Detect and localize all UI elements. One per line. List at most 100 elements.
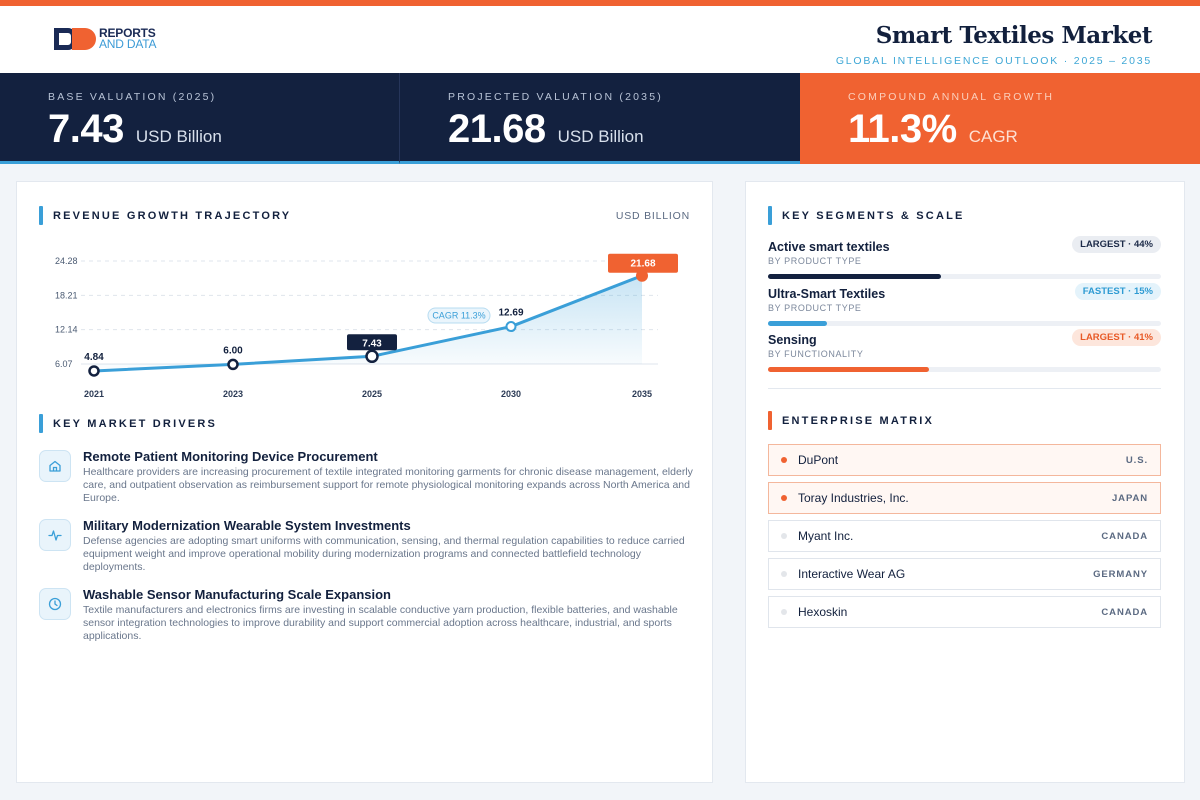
segment-category: BY FUNCTIONALITY (768, 349, 864, 359)
status-dot-icon (781, 571, 787, 577)
x-tick-label: 2023 (223, 389, 243, 399)
enterprise-section-title: ENTERPRISE MATRIX (768, 411, 934, 430)
logo-line-2: AND DATA (99, 37, 157, 51)
x-tick-label: 2035 (632, 389, 652, 399)
segment-item: Sensing BY FUNCTIONALITY LARGEST · 41% (768, 329, 1161, 372)
segment-category: BY PRODUCT TYPE (768, 303, 862, 313)
logo-text: REPORTS AND DATA (99, 26, 157, 51)
kpi-value: 7.43 (48, 107, 124, 151)
kpi-base-valuation: BASE VALUATION (2025) 7.43 USD Billion (0, 73, 400, 164)
data-point (365, 349, 379, 364)
driver-title: Remote Patient Monitoring Device Procure… (83, 449, 378, 464)
data-label: 12.69 (498, 308, 523, 319)
pulse-icon (39, 519, 71, 551)
driver-body: Defense agencies are adopting smart unif… (83, 535, 685, 573)
driver-item: Remote Patient Monitoring Device Procure… (39, 448, 699, 505)
data-point (227, 358, 239, 371)
cagr-pill (427, 307, 491, 324)
segment-bar-track (768, 274, 1161, 279)
enterprise-country: JAPAN (1112, 492, 1148, 504)
kpi-unit: CAGR (968, 127, 1018, 146)
clock-icon (39, 588, 71, 620)
segment-bar-fill (768, 274, 941, 279)
data-label: 7.43 (362, 338, 382, 349)
enterprise-name: Hexoskin (798, 605, 848, 619)
segments-section-title: KEY SEGMENTS & SCALE (768, 206, 965, 225)
drivers-section-title: KEY MARKET DRIVERS (39, 414, 217, 433)
segment-bar-fill (768, 321, 827, 326)
enterprise-row[interactable]: DuPont U.S. (768, 444, 1161, 476)
logo-line-1: REPORTS (99, 26, 156, 40)
y-tick-label: 12.14 (55, 325, 78, 335)
y-tick-label: 6.07 (55, 359, 73, 369)
x-tick-label: 2030 (501, 389, 521, 399)
segment-name: Ultra-Smart Textiles (768, 287, 886, 301)
kpi-value: 11.3% (848, 107, 957, 151)
enterprise-row[interactable]: Interactive Wear AG GERMANY (768, 558, 1161, 590)
x-tick-label: 2025 (362, 389, 382, 399)
enterprise-name: DuPont (798, 453, 839, 467)
driver-title: Military Modernization Wearable System I… (83, 518, 411, 533)
segment-bar-track (768, 367, 1161, 372)
segment-badge: FASTEST · 15% (1074, 283, 1161, 300)
data-label: 21.68 (630, 259, 655, 270)
data-label: 4.84 (84, 352, 104, 363)
segment-category: BY PRODUCT TYPE (768, 256, 862, 266)
y-tick-label: 18.21 (55, 290, 78, 300)
status-dot-icon (781, 495, 787, 501)
enterprise-name: Interactive Wear AG (798, 567, 906, 581)
segment-badge: LARGEST · 44% (1072, 236, 1161, 253)
segment-bar-fill (768, 367, 930, 372)
kpi-value: 21.68 (448, 107, 546, 151)
home-icon (39, 450, 71, 482)
cagr-annotation: CAGR 11.3% (432, 311, 485, 321)
data-label-box (347, 334, 397, 351)
driver-body: Textile manufacturers and electronics fi… (83, 604, 678, 642)
enterprise-name: Myant Inc. (798, 529, 854, 543)
kpi-unit: USD Billion (135, 127, 222, 146)
kpi-cagr: COMPOUND ANNUAL GROWTH 11.3% CAGR (800, 73, 1200, 164)
drivers-list: Remote Patient Monitoring Device Procure… (39, 448, 699, 655)
chart-unit-label: USD BILLION (615, 210, 690, 222)
segment-name: Active smart textiles (768, 240, 890, 254)
driver-item: Washable Sensor Manufacturing Scale Expa… (39, 586, 699, 643)
kpi-projected-valuation: PROJECTED VALUATION (2035) 21.68 USD Bil… (400, 73, 800, 164)
segment-bar-track (768, 321, 1161, 326)
segment-name: Sensing (768, 333, 817, 347)
driver-item: Military Modernization Wearable System I… (39, 517, 699, 574)
data-point (88, 365, 100, 377)
driver-title: Washable Sensor Manufacturing Scale Expa… (83, 587, 391, 602)
brand-logo[interactable]: REPORTS AND DATA (54, 26, 157, 51)
data-point (505, 321, 517, 333)
segment-item: Active smart textiles BY PRODUCT TYPE LA… (768, 236, 1161, 279)
kpi-unit: USD Billion (557, 127, 644, 146)
status-dot-icon (781, 533, 787, 539)
data-label-box (608, 253, 678, 273)
status-dot-icon (781, 609, 787, 615)
logo-mark-icon (54, 28, 96, 50)
page-header: REPORTS AND DATA Smart Textiles Market G… (0, 6, 1200, 73)
data-label: 6.00 (223, 345, 243, 356)
enterprise-row[interactable]: Hexoskin CANADA (768, 596, 1161, 628)
page-title: Smart Textiles Market (875, 22, 1153, 49)
left-panel: REVENUE GROWTH TRAJECTORY USD BILLION 24… (16, 181, 713, 783)
kpi-label: BASE VALUATION (2025) (48, 91, 217, 103)
status-dot-icon (781, 457, 787, 463)
enterprise-row[interactable]: Toray Industries, Inc. JAPAN (768, 482, 1161, 514)
enterprise-name: Toray Industries, Inc. (798, 491, 909, 505)
accent-bar (0, 0, 1200, 6)
driver-body: Healthcare providers are increasing proc… (83, 466, 693, 504)
x-tick-label: 2021 (84, 389, 104, 399)
kpi-label: PROJECTED VALUATION (2035) (448, 91, 663, 103)
segment-item: Ultra-Smart Textiles BY PRODUCT TYPE FAS… (768, 283, 1161, 326)
enterprise-country: CANADA (1101, 606, 1148, 618)
section-divider (768, 388, 1161, 389)
enterprise-country: CANADA (1101, 530, 1148, 542)
data-point (636, 269, 648, 282)
kpi-label: COMPOUND ANNUAL GROWTH (848, 91, 1055, 103)
segment-badge: LARGEST · 41% (1072, 329, 1161, 346)
area-fill (94, 275, 642, 371)
enterprise-country: U.S. (1125, 454, 1148, 466)
enterprise-country: GERMANY (1093, 568, 1148, 580)
enterprise-row[interactable]: Myant Inc. CANADA (768, 520, 1161, 552)
